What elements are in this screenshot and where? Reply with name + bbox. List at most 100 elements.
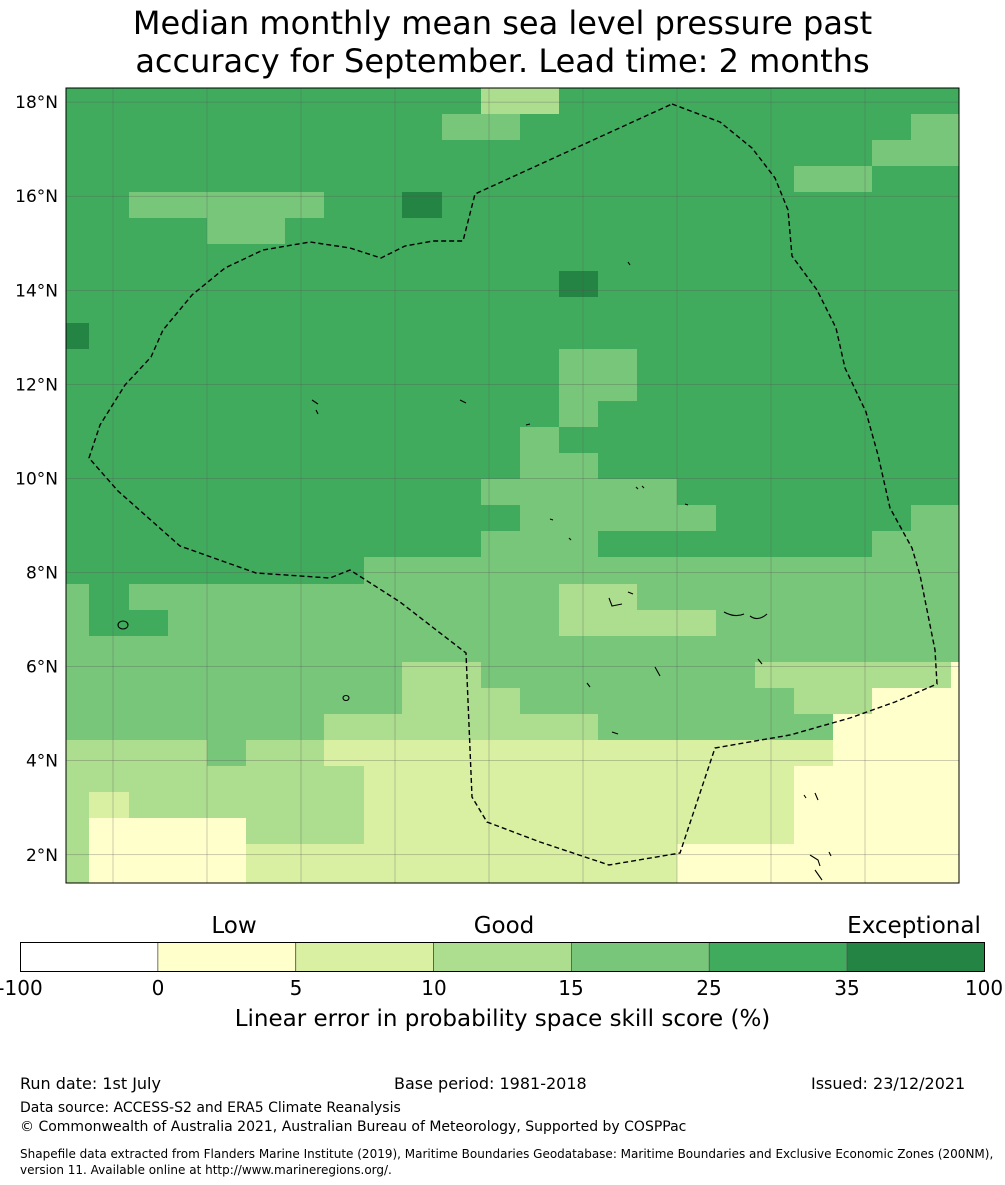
colorbar-category-exceptional: Exceptional <box>847 913 981 939</box>
colorbar-category-good: Good <box>473 913 535 939</box>
skill-cell <box>324 453 365 480</box>
skill-cell <box>481 453 521 480</box>
skill-cell <box>168 714 208 741</box>
skill-cell <box>66 792 90 819</box>
skill-cell <box>716 844 756 871</box>
skill-cell <box>207 870 247 884</box>
title-line-2: accuracy for September. Lead time: 2 mon… <box>135 42 870 80</box>
skill-cell <box>89 844 130 871</box>
skill-cell <box>207 688 247 715</box>
skill-cell <box>442 479 482 506</box>
skill-cell <box>911 297 952 324</box>
skill-cell <box>285 766 325 793</box>
skill-cell <box>66 244 90 272</box>
skill-cell <box>794 114 834 141</box>
skill-cell <box>207 297 247 324</box>
skill-cell <box>89 114 130 141</box>
skill-cell <box>833 453 873 480</box>
skill-cell <box>129 297 169 324</box>
skill-cell <box>716 688 756 715</box>
skill-cell <box>402 610 443 637</box>
skill-cell <box>598 427 638 454</box>
skill-cell <box>129 766 169 793</box>
skill-cell <box>168 766 208 793</box>
skill-cell <box>911 375 952 402</box>
skill-cell <box>833 349 873 376</box>
run-date: Run date: 1st July <box>20 1074 161 1093</box>
skill-cell <box>364 505 403 532</box>
skill-cell <box>598 479 638 506</box>
title-line-1: Median monthly mean sea level pressure p… <box>132 4 873 42</box>
skill-cell <box>246 166 286 193</box>
skill-cell <box>402 636 443 663</box>
skill-cell <box>677 714 717 741</box>
skill-cell <box>833 584 873 611</box>
skill-cell <box>598 818 638 845</box>
skill-cell <box>66 662 90 689</box>
skill-cell <box>755 218 795 245</box>
skill-cell <box>442 714 482 741</box>
colorbar-label: Linear error in probability space skill … <box>234 1006 771 1032</box>
skill-cell <box>755 584 795 611</box>
skill-cell <box>677 271 717 298</box>
skill-cell <box>207 140 247 167</box>
island-outline <box>654 666 661 677</box>
skill-cell <box>833 531 873 558</box>
skill-cell <box>168 140 208 167</box>
skill-cell <box>324 323 365 350</box>
skill-cell <box>677 166 717 193</box>
skill-cell <box>364 662 403 689</box>
skill-cell <box>89 740 130 767</box>
skill-cell <box>637 114 678 141</box>
skill-cell <box>833 766 873 793</box>
skill-cell <box>207 818 247 845</box>
skill-cell <box>246 271 286 298</box>
skill-cell <box>598 244 638 272</box>
skill-cell <box>324 740 365 767</box>
skill-cell <box>520 218 560 245</box>
skill-cell <box>755 323 795 350</box>
skill-cell <box>911 557 952 585</box>
skill-cell <box>324 140 365 167</box>
skill-cell <box>89 453 130 480</box>
skill-cell <box>755 714 795 741</box>
skill-cell <box>677 375 717 402</box>
skill-cell <box>481 740 521 767</box>
skill-cell <box>951 114 960 141</box>
skill-cell <box>168 427 208 454</box>
skill-cell <box>911 88 952 115</box>
colorbar-tick: 35 <box>834 976 860 1000</box>
skill-cell <box>755 505 795 532</box>
skill-cell <box>285 714 325 741</box>
skill-cell <box>951 662 960 689</box>
skill-cell <box>481 870 521 884</box>
island-outline <box>342 694 350 702</box>
skill-cell <box>833 166 873 193</box>
skill-cell <box>677 662 717 689</box>
skill-cell <box>951 505 960 532</box>
skill-cell <box>89 427 130 454</box>
latitude-label: 8°N <box>26 564 58 584</box>
base-period: Base period: 1981-2018 <box>394 1074 587 1093</box>
colorbar-tick: 5 <box>289 976 303 1000</box>
skill-cell <box>637 453 678 480</box>
island-outline <box>635 485 645 490</box>
skill-cell <box>129 688 169 715</box>
skill-cell <box>755 740 795 767</box>
skill-cell <box>559 479 599 506</box>
skill-cell <box>481 349 521 376</box>
skill-cell <box>246 714 286 741</box>
skill-cell <box>129 610 169 637</box>
skill-cell <box>598 140 638 167</box>
island-outline <box>627 261 631 266</box>
skill-cell <box>833 688 873 715</box>
skill-cell <box>637 375 678 402</box>
skill-cell <box>951 244 960 272</box>
skill-cell <box>402 557 443 585</box>
skill-cell <box>951 870 960 884</box>
skill-cell <box>951 166 960 193</box>
skill-cell <box>442 584 482 611</box>
skill-cell <box>207 766 247 793</box>
skill-cell <box>285 218 325 245</box>
skill-cell <box>442 375 482 402</box>
